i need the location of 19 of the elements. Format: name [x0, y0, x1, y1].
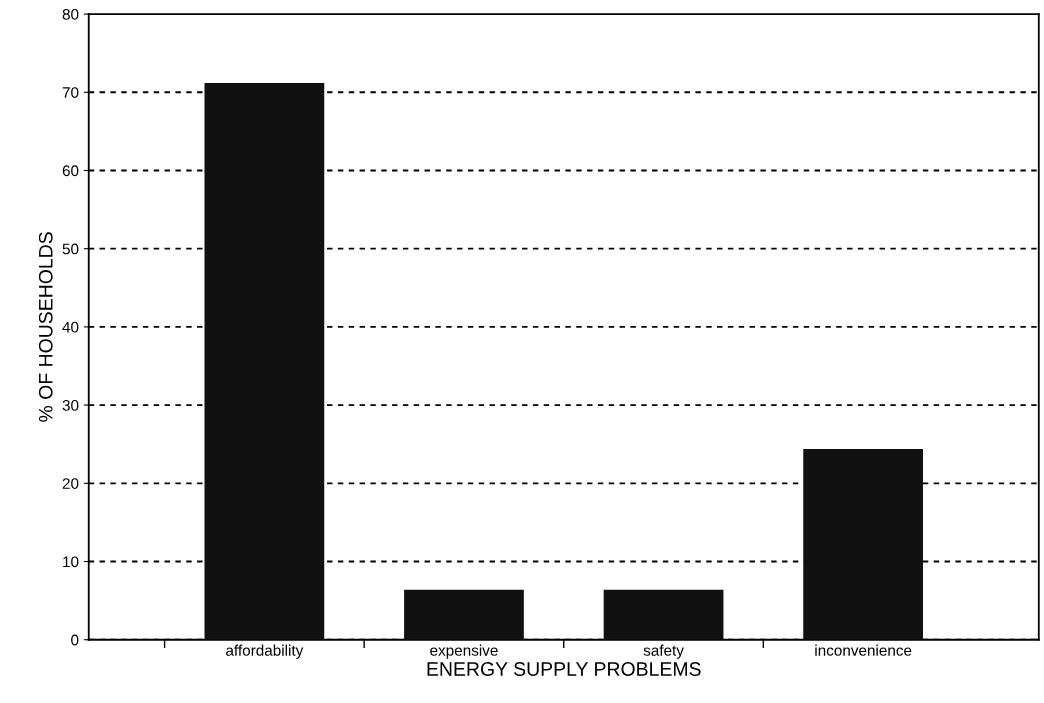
y-tick-label: 30	[62, 399, 79, 411]
bar	[603, 589, 724, 640]
bar	[204, 82, 325, 640]
y-tick-label: 40	[62, 321, 79, 333]
x-tick-label: expensive	[430, 644, 498, 659]
y-tick-label: 50	[62, 243, 79, 255]
bar	[404, 589, 524, 640]
y-tick-label: 10	[63, 556, 79, 568]
x-tick-label: affordability	[226, 644, 304, 659]
y-tick-label: 60	[62, 165, 79, 177]
x-axis-title: ENERGY SUPPLY PROBLEMS	[427, 662, 701, 676]
bar	[803, 448, 924, 640]
x-tick-label: inconvenience	[815, 644, 912, 656]
x-tick-label: safety	[643, 644, 684, 659]
y-tick-label: 70	[62, 87, 79, 98]
y-tick-label: 80	[62, 8, 79, 20]
y-axis-title: % OF HOUSEHOLDS	[38, 232, 53, 422]
y-tick-label: 0	[71, 634, 79, 646]
y-tick-label: 20	[62, 478, 79, 489]
